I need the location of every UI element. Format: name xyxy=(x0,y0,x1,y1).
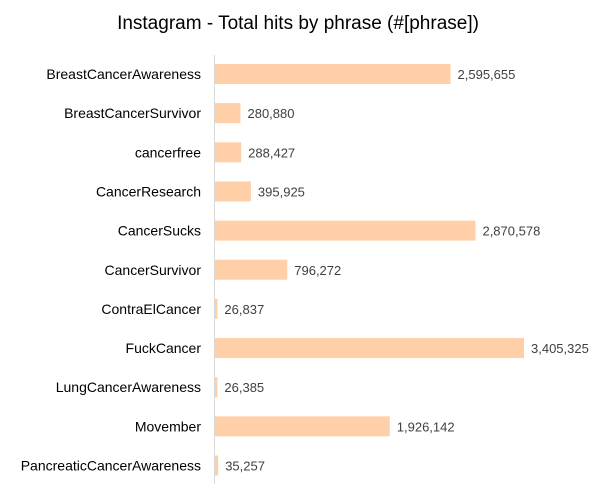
bar-row: cancerfree 288,427 xyxy=(135,142,295,163)
category-label: FuckCancer xyxy=(126,340,202,356)
data-label: 1,926,142 xyxy=(397,419,455,434)
data-label: 2,870,578 xyxy=(482,224,540,239)
data-label: 796,272 xyxy=(294,263,341,278)
bar xyxy=(215,416,390,437)
data-label: 288,427 xyxy=(248,145,295,160)
bar xyxy=(215,142,242,163)
bar xyxy=(215,455,219,476)
bar-row: CancerResearch 395,925 xyxy=(96,181,305,202)
bar xyxy=(215,338,524,359)
data-label: 3,405,325 xyxy=(531,341,589,356)
chart-title: Instagram - Total hits by phrase (#[phra… xyxy=(117,13,479,34)
category-label: Movember xyxy=(135,418,201,434)
bar xyxy=(215,64,451,84)
data-label: 26,385 xyxy=(224,380,264,395)
bar xyxy=(215,377,218,398)
bar-row: Movember 1,926,142 xyxy=(135,416,455,437)
data-label: 280,880 xyxy=(247,106,294,121)
bar-row: BreastCancerAwareness 2,595,655 xyxy=(46,64,515,84)
bar-row: PancreaticCancerAwareness 35,257 xyxy=(21,455,265,476)
bar xyxy=(215,181,251,202)
category-label: cancerfree xyxy=(135,144,201,160)
bar xyxy=(215,298,218,319)
bar xyxy=(215,259,288,280)
bar-row: CancerSurvivor 796,272 xyxy=(105,259,341,280)
bar-row: BreastCancerSurvivor 280,880 xyxy=(64,103,294,124)
data-label: 395,925 xyxy=(258,184,305,199)
category-label: BreastCancerSurvivor xyxy=(64,105,201,121)
category-label: PancreaticCancerAwareness xyxy=(21,458,201,474)
category-label: BreastCancerAwareness xyxy=(46,66,201,82)
bar-row: CancerSucks 2,870,578 xyxy=(118,220,540,241)
bar xyxy=(215,220,476,241)
category-label: CancerSurvivor xyxy=(105,262,202,278)
bar-row: ContraElCancer 26,837 xyxy=(101,298,264,319)
data-label: 2,595,655 xyxy=(458,67,516,82)
data-label: 35,257 xyxy=(225,459,265,474)
category-label: ContraElCancer xyxy=(101,301,201,317)
category-label: CancerSucks xyxy=(118,223,201,239)
bar-row: LungCancerAwareness 26,385 xyxy=(56,377,264,398)
data-label: 26,837 xyxy=(224,302,264,317)
bars-layer: BreastCancerAwareness 2,595,655BreastCanc… xyxy=(21,64,589,476)
category-label: LungCancerAwareness xyxy=(56,379,201,395)
bar xyxy=(215,103,241,124)
category-label: CancerResearch xyxy=(96,183,201,199)
bar-row: FuckCancer 3,405,325 xyxy=(126,338,589,359)
